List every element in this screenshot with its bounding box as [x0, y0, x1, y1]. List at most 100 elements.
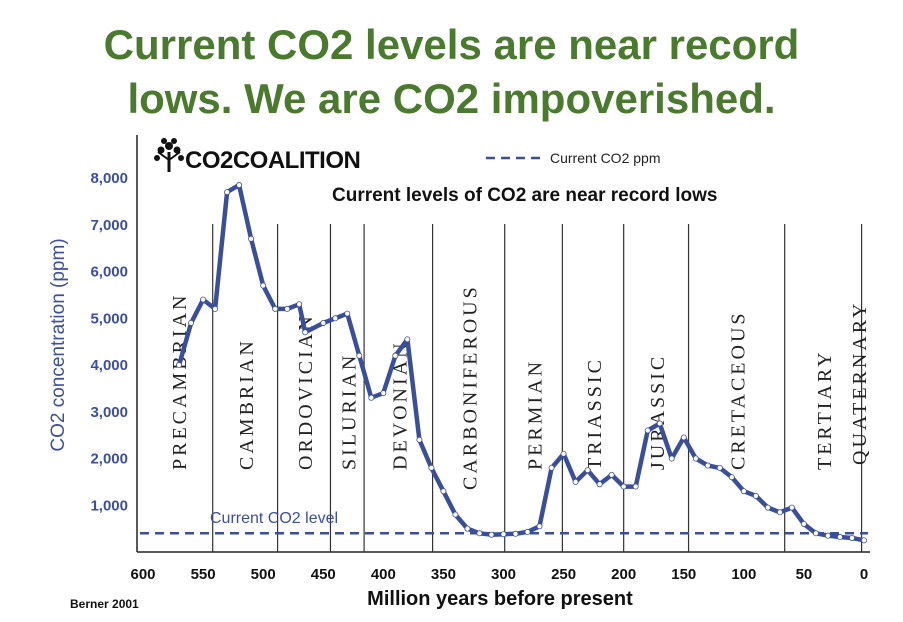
data-point — [296, 301, 303, 308]
data-point — [404, 336, 411, 343]
data-point — [248, 235, 255, 242]
data-point — [861, 537, 868, 544]
chart-subtitle: Current levels of CO2 are near record lo… — [332, 185, 717, 206]
period-label: SILURIAN — [338, 353, 360, 470]
x-axis-label: Million years before present — [367, 588, 633, 610]
x-tick-label: 600 — [130, 566, 155, 583]
data-point — [680, 434, 687, 441]
x-tick-label: 50 — [796, 566, 813, 583]
period-label: QUATERNARY — [849, 301, 871, 465]
data-point — [716, 464, 723, 471]
data-point — [356, 352, 363, 359]
data-point — [644, 427, 651, 434]
data-point — [788, 504, 795, 511]
x-tick-label: 150 — [671, 566, 696, 583]
data-point — [704, 462, 711, 469]
period-label: PRECAMBRIAN — [169, 293, 191, 470]
period-label: CAMBRIAN — [236, 338, 258, 470]
data-point — [260, 282, 267, 289]
data-point — [824, 532, 831, 539]
x-tick-label: 450 — [311, 566, 336, 583]
x-tick-label: 350 — [431, 566, 456, 583]
data-point — [488, 531, 495, 538]
co2-series-line — [176, 182, 867, 543]
y-tick-label: 7,000 — [90, 217, 128, 234]
data-point — [176, 362, 183, 369]
period-label: CRETACEOUS — [728, 310, 750, 470]
y-tick-label: 6,000 — [90, 264, 128, 281]
data-point — [344, 310, 351, 317]
data-point — [668, 455, 675, 462]
logo-text: CO2COALITION — [185, 147, 360, 174]
data-point — [740, 488, 747, 495]
period-label: JURASSIC — [647, 354, 669, 470]
x-tick-label: 500 — [251, 566, 276, 583]
data-point — [224, 189, 231, 196]
data-point — [302, 329, 309, 336]
data-point — [212, 305, 219, 312]
data-point — [596, 481, 603, 488]
data-point — [800, 520, 807, 527]
data-point — [320, 319, 327, 326]
data-point — [632, 483, 639, 490]
data-point — [332, 315, 339, 322]
tree-icon — [154, 138, 184, 172]
data-point — [368, 394, 375, 401]
data-point — [272, 305, 279, 312]
y-axis-label: CO2 concentration (ppm) — [48, 238, 69, 451]
data-point — [392, 352, 399, 359]
data-point — [200, 296, 207, 303]
period-label: TERTIARY — [814, 349, 836, 470]
x-tick-label: 250 — [551, 566, 576, 583]
co2-series-points — [176, 182, 868, 544]
data-point — [524, 528, 531, 535]
legend-label: Current CO2 ppm — [550, 150, 660, 166]
period-label: PERMIAN — [525, 359, 547, 470]
data-point — [440, 488, 447, 495]
data-point — [512, 530, 519, 537]
data-point — [692, 455, 699, 462]
period-label: ORDOVICIAN — [295, 313, 317, 470]
data-point — [620, 483, 627, 490]
data-point — [836, 534, 843, 541]
y-tick-label: 3,000 — [90, 404, 128, 421]
source-citation: Berner 2001 — [70, 597, 139, 611]
data-point — [284, 305, 291, 312]
y-tick-label: 4,000 — [90, 357, 128, 374]
y-tick-labels: 1,000 2,000 3,000 4,000 5,000 6,000 7,000 8,000 — [90, 170, 128, 514]
y-tick-label: 2,000 — [90, 451, 128, 468]
x-tick-label: 100 — [731, 566, 756, 583]
data-point — [728, 474, 735, 481]
headline-line-2: lows. We are CO2 impoverished. — [127, 75, 776, 122]
data-point — [380, 390, 387, 397]
data-point — [560, 450, 567, 457]
period-label: CARBONIFEROUS — [460, 284, 482, 490]
data-point — [584, 467, 591, 474]
y-tick-label: 5,000 — [90, 310, 128, 327]
data-point — [500, 531, 507, 538]
period-label: DEVONIAN — [389, 340, 411, 470]
data-point — [764, 504, 771, 511]
data-point — [464, 525, 471, 532]
data-point — [752, 492, 759, 499]
data-point — [452, 511, 459, 518]
data-point — [776, 509, 783, 516]
data-point — [428, 464, 435, 471]
current-co2-level-label: Current CO2 level — [210, 510, 338, 527]
x-tick-label: 0 — [860, 566, 868, 583]
period-labels: PRECAMBRIAN CAMBRIAN ORDOVICIAN SILURIAN DEV… — [169, 284, 871, 490]
data-point — [548, 464, 555, 471]
data-point — [656, 420, 663, 427]
y-tick-label: 1,000 — [90, 497, 128, 514]
period-dividers — [212, 224, 863, 552]
data-point — [188, 319, 195, 326]
data-point — [416, 436, 423, 443]
data-point — [812, 530, 819, 537]
data-point — [848, 534, 855, 541]
data-point — [236, 182, 243, 189]
headline-line-1: Current CO2 levels are near record — [103, 21, 800, 68]
data-point — [572, 478, 579, 485]
data-point — [608, 471, 615, 478]
x-tick-label: 300 — [491, 566, 516, 583]
